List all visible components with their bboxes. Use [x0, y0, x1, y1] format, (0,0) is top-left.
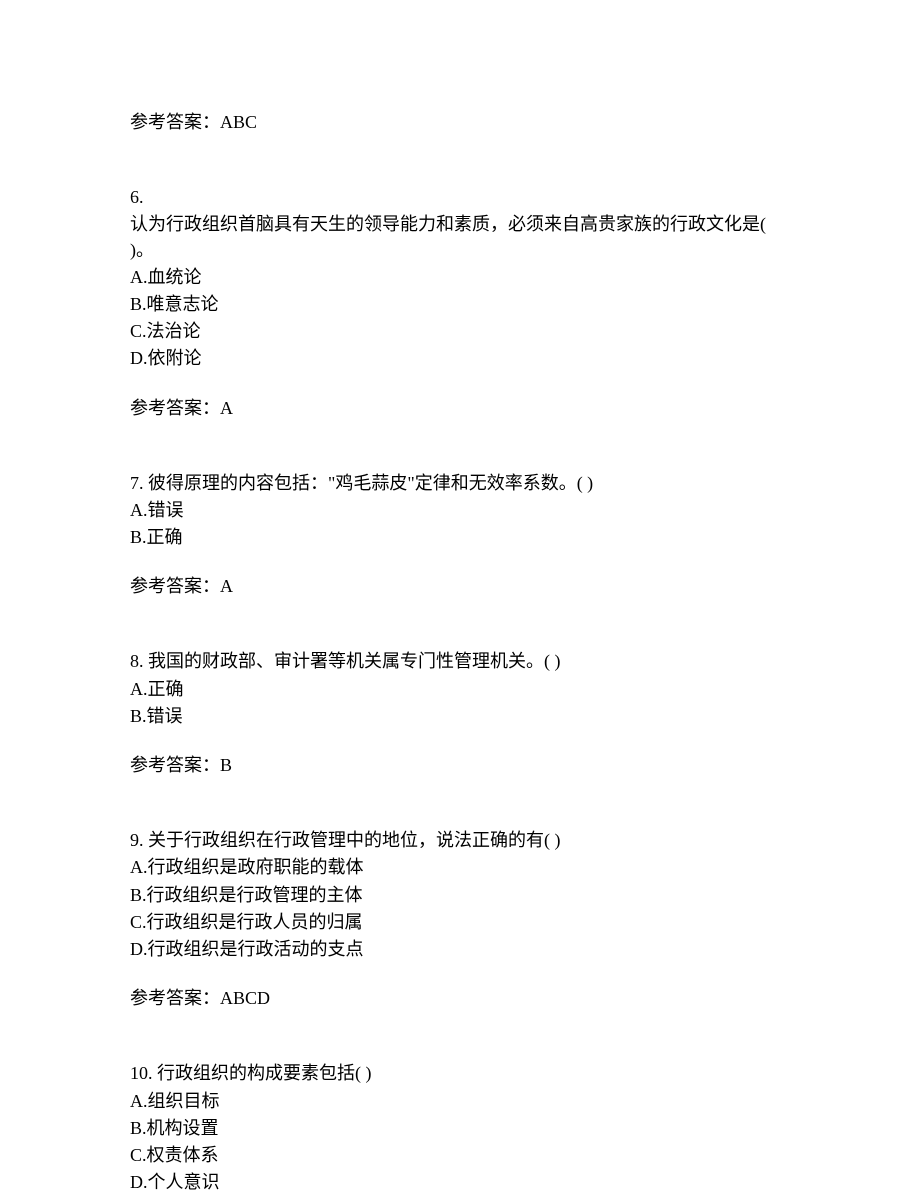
- answer-text: 参考答案：A: [130, 396, 790, 421]
- top-answer: 参考答案：ABC: [130, 110, 790, 135]
- option-a: A.行政组织是政府职能的载体: [130, 855, 790, 880]
- option-b: B.机构设置: [130, 1116, 790, 1141]
- question-text: 10. 行政组织的构成要素包括( ): [130, 1061, 790, 1086]
- question-stem: 认为行政组织首脑具有天生的领导能力和素质，必须来自高贵家族的行政文化是( )。: [130, 212, 790, 262]
- question-10: 10. 行政组织的构成要素包括( ) A.组织目标 B.机构设置 C.权责体系 …: [130, 1061, 790, 1195]
- option-a: A.组织目标: [130, 1089, 790, 1114]
- question-6: 6. 认为行政组织首脑具有天生的领导能力和素质，必须来自高贵家族的行政文化是( …: [130, 185, 790, 421]
- option-b: B.行政组织是行政管理的主体: [130, 883, 790, 908]
- question-number: 7.: [130, 473, 148, 493]
- question-text: 9. 关于行政组织在行政管理中的地位，说法正确的有( ): [130, 828, 790, 853]
- option-a: A.正确: [130, 677, 790, 702]
- option-d: D.行政组织是行政活动的支点: [130, 937, 790, 962]
- option-a: A.血统论: [130, 265, 790, 290]
- answer-text: 参考答案：A: [130, 574, 790, 599]
- question-number: 8.: [130, 651, 148, 671]
- question-stem: 行政组织的构成要素包括( ): [157, 1063, 372, 1083]
- option-c: C.法治论: [130, 319, 790, 344]
- option-c: C.权责体系: [130, 1143, 790, 1168]
- answer-text: 参考答案：ABCD: [130, 986, 790, 1011]
- question-stem: 我国的财政部、审计署等机关属专门性管理机关。( ): [148, 651, 561, 671]
- option-d: D.依附论: [130, 346, 790, 371]
- question-number: 6.: [130, 187, 144, 207]
- answer-text: 参考答案：B: [130, 753, 790, 778]
- option-c: C.行政组织是行政人员的归属: [130, 910, 790, 935]
- question-9: 9. 关于行政组织在行政管理中的地位，说法正确的有( ) A.行政组织是政府职能…: [130, 828, 790, 1011]
- option-a: A.错误: [130, 498, 790, 523]
- question-text: 8. 我国的财政部、审计署等机关属专门性管理机关。( ): [130, 649, 790, 674]
- question-stem: 关于行政组织在行政管理中的地位，说法正确的有( ): [148, 830, 561, 850]
- option-d: D.个人意识: [130, 1170, 790, 1195]
- question-text: 6.: [130, 185, 790, 210]
- question-7: 7. 彼得原理的内容包括："鸡毛蒜皮"定律和无效率系数。( ) A.错误 B.正…: [130, 471, 790, 600]
- option-b: B.错误: [130, 704, 790, 729]
- option-b: B.正确: [130, 525, 790, 550]
- question-number: 10.: [130, 1063, 157, 1083]
- question-stem: 彼得原理的内容包括："鸡毛蒜皮"定律和无效率系数。( ): [148, 473, 593, 493]
- option-b: B.唯意志论: [130, 292, 790, 317]
- question-8: 8. 我国的财政部、审计署等机关属专门性管理机关。( ) A.正确 B.错误 参…: [130, 649, 790, 778]
- question-text: 7. 彼得原理的内容包括："鸡毛蒜皮"定律和无效率系数。( ): [130, 471, 790, 496]
- question-number: 9.: [130, 830, 148, 850]
